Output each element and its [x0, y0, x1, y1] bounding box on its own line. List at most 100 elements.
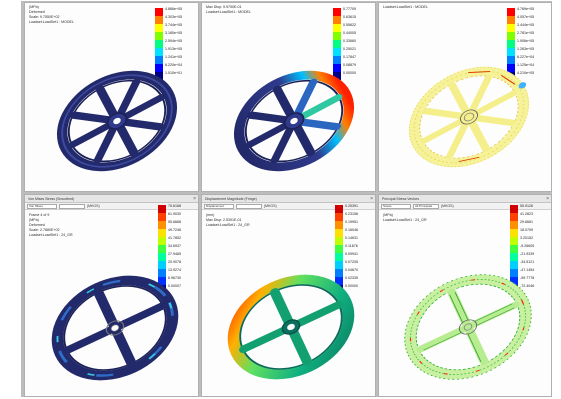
quantity-select[interactable]: Stress [381, 204, 411, 209]
legend-value: 4.769e+05 [517, 7, 535, 11]
window-titlebar[interactable]: Principal Stress Vectors × [379, 195, 551, 203]
legend-value: 29.6661 [520, 220, 533, 224]
result-window-6[interactable]: Principal Stress Vectors × Stress All Pr… [378, 194, 552, 397]
legend-value: 0.09941 [345, 252, 358, 256]
legend-swatch [158, 205, 166, 213]
component-select[interactable]: All Principals [413, 204, 439, 209]
result-window-5[interactable]: Displacement Magnitude (Fringe) × Displa… [201, 194, 376, 397]
legend-value: 6.227e+04 [517, 55, 535, 59]
legend-value: 1.263e+05 [517, 47, 535, 51]
legend-value: 6.96730 [168, 276, 181, 280]
info-line: Loadset:LoadSet1 : 24_GR [206, 223, 250, 227]
legend-value: 1.010e+01 [165, 71, 183, 75]
info-line: Max Disp: 9.9750E-01 [206, 5, 242, 9]
legend-value: -72.4046 [520, 284, 535, 288]
window-titlebar[interactable]: Displacement Magnitude (Fringe) × [202, 195, 375, 203]
legend-swatch [158, 261, 166, 269]
result-window-1[interactable]: (MPa) Deformed Scale: 9.7550E+02 Loadset… [24, 2, 199, 192]
info-line: Loadset:LoadSet1 : 24_GR [383, 218, 427, 222]
legend-value: 0.04670 [345, 268, 358, 272]
legend-value: 0.77709 [343, 7, 356, 11]
legend-value: 49.7246 [168, 228, 181, 232]
close-icon[interactable]: × [546, 196, 549, 202]
legend-swatch [158, 237, 166, 245]
legend-value: -9.26605 [520, 244, 535, 248]
wheel-model [56, 70, 178, 172]
legend-swatch [510, 253, 518, 261]
legend-value: 0.19951 [345, 220, 358, 224]
info-line: (mm) [206, 213, 215, 217]
quantity-select[interactable]: Displacement [204, 204, 234, 209]
legend-value: -47.1454 [520, 268, 535, 272]
legend-value: 1.913e+05 [165, 47, 183, 51]
result-window-4[interactable]: Von Mises Stress (Smoothed) × Von Mises … [24, 194, 199, 397]
legend-swatch [333, 64, 341, 72]
legend-swatch [158, 213, 166, 221]
window-titlebar[interactable]: Von Mises Stress (Smoothed) × [25, 195, 198, 203]
legend-value: 0.44005 [343, 31, 356, 35]
legend-swatch [507, 8, 515, 16]
legend-swatch [155, 48, 163, 56]
close-icon[interactable]: × [193, 196, 196, 202]
info-line: Deformed [29, 223, 45, 227]
legend-value: 4.210e+05 [517, 71, 535, 75]
legend-swatch [335, 221, 343, 229]
component-select[interactable] [59, 204, 85, 209]
legend-swatch [333, 40, 341, 48]
legend-swatch [333, 32, 341, 40]
legend-value: 3.744e+05 [165, 23, 183, 27]
legend-value: 34.6937 [168, 244, 181, 248]
info-line: Loadset:LoadSet1 : MODEL [383, 5, 428, 9]
close-icon[interactable]: × [370, 196, 373, 202]
legend-value: 0.11676 [345, 244, 358, 248]
window-title: Von Mises Stress (Smoothed) [28, 197, 75, 201]
legend-value: 4.303e+05 [165, 15, 183, 19]
info-line: (MPa) [29, 218, 39, 222]
legend-swatch [155, 32, 163, 40]
legend-swatch [510, 269, 518, 277]
legend-swatch [333, 16, 341, 24]
legend-swatch [158, 269, 166, 277]
legend-swatch [335, 269, 343, 277]
legend-value: -34.5121 [520, 260, 535, 264]
legend-value: 3.20152 [520, 236, 533, 240]
legend-value: 0.02335 [345, 276, 358, 280]
info-line: Max Disp: 2.5391E-01 [206, 218, 242, 222]
legend-swatch [510, 277, 518, 285]
legend-value: 0.16046 [345, 228, 358, 232]
legend-swatch [158, 221, 166, 229]
quantity-select[interactable]: Von Mises [27, 204, 57, 209]
legend-swatch [510, 261, 518, 269]
legend-value: 4.866e+05 [165, 7, 183, 11]
window-toolbar: Von Mises (MKGS) [25, 203, 198, 210]
result-window-3[interactable]: Loadset:LoadSet1 : MODEL 4.769e+05 4.057e… [378, 2, 552, 192]
legend-value: 0.00000 [345, 284, 358, 288]
legend-swatch [507, 64, 515, 72]
wheel-model [404, 274, 532, 380]
legend-value: 0.08879 [343, 63, 356, 67]
legend-swatch [507, 40, 515, 48]
legend-value: 0.14631 [345, 236, 358, 240]
wheel-model [233, 70, 355, 172]
component-select[interactable] [236, 204, 262, 209]
window-title: Displacement Magnitude (Fringe) [205, 197, 257, 201]
legend-value: 0.63615 [343, 15, 356, 19]
legend-value: 0.17847 [343, 55, 356, 59]
legend-swatch [510, 245, 518, 253]
info-block: (mm) Max Disp: 2.5391E-01 Loadset:LoadSe… [206, 213, 250, 228]
legend-value: 18.0709 [520, 228, 533, 232]
legend-swatch [333, 56, 341, 64]
info-block: Max Disp: 9.9750E-01 Loadset:LoadSet1 : … [206, 5, 251, 15]
result-window-2[interactable]: Max Disp: 9.9750E-01 Loadset:LoadSet1 : … [201, 2, 376, 192]
legend-value: 2.781e+05 [517, 31, 535, 35]
legend-value: 0.33660 [343, 39, 356, 43]
info-line: Deformed [29, 10, 45, 14]
legend-swatch [507, 32, 515, 40]
info-line: Scale: 2.7880E+02 [29, 228, 60, 232]
legend-swatch [158, 245, 166, 253]
legend-swatch [510, 237, 518, 245]
legend-swatch [510, 229, 518, 237]
legend-value: 0.00007 [168, 284, 181, 288]
legend-swatch [507, 48, 515, 56]
legend-swatch [510, 205, 518, 213]
